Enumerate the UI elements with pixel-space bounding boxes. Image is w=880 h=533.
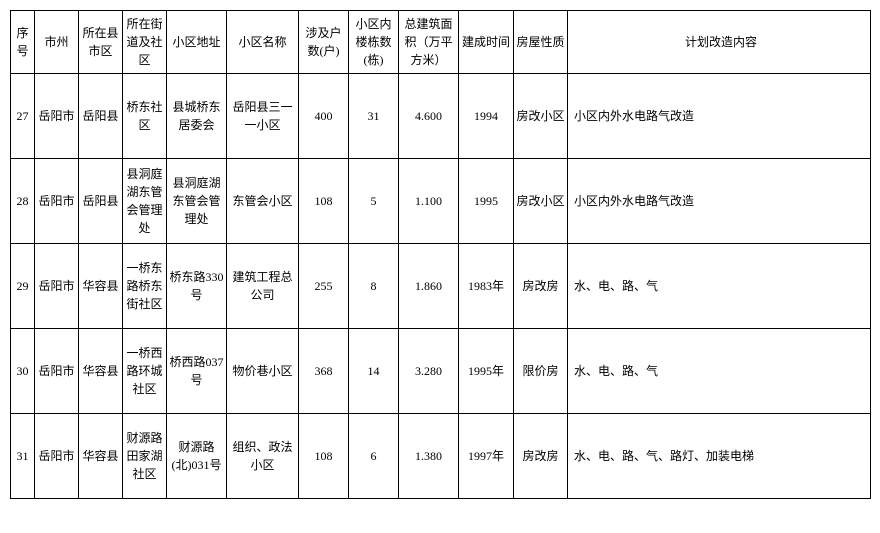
cell-addr: 县城桥东居委会 <box>167 74 227 159</box>
cell-year: 1994 <box>459 74 514 159</box>
cell-street: 一桥西路环城社区 <box>123 329 167 414</box>
cell-content: 水、电、路、气 <box>568 329 871 414</box>
col-header-county: 所在县市区 <box>79 11 123 74</box>
cell-households: 400 <box>299 74 349 159</box>
cell-addr: 桥西路037号 <box>167 329 227 414</box>
col-header-name: 小区名称 <box>227 11 299 74</box>
cell-street: 财源路田家湖社区 <box>123 414 167 499</box>
cell-buildings: 6 <box>349 414 399 499</box>
cell-name: 东管会小区 <box>227 159 299 244</box>
cell-area: 1.380 <box>399 414 459 499</box>
cell-seq: 27 <box>11 74 35 159</box>
cell-area: 3.280 <box>399 329 459 414</box>
cell-county: 华容县 <box>79 244 123 329</box>
cell-addr: 县洞庭湖东管会管理处 <box>167 159 227 244</box>
col-header-content: 计划改造内容 <box>568 11 871 74</box>
table-body: 27 岳阳市 岳阳县 桥东社区 县城桥东居委会 岳阳县三一一小区 400 31 … <box>11 74 871 499</box>
table-row: 31 岳阳市 华容县 财源路田家湖社区 财源路(北)031号 组织、政法小区 1… <box>11 414 871 499</box>
col-header-seq: 序号 <box>11 11 35 74</box>
col-header-households: 涉及户数(户) <box>299 11 349 74</box>
cell-city: 岳阳市 <box>35 159 79 244</box>
cell-year: 1995年 <box>459 329 514 414</box>
cell-households: 255 <box>299 244 349 329</box>
cell-street: 桥东社区 <box>123 74 167 159</box>
table-row: 29 岳阳市 华容县 一桥东路桥东街社区 桥东路330号 建筑工程总公司 255… <box>11 244 871 329</box>
col-header-buildings: 小区内楼栋数(栋) <box>349 11 399 74</box>
cell-seq: 31 <box>11 414 35 499</box>
cell-content: 小区内外水电路气改造 <box>568 74 871 159</box>
col-header-area: 总建筑面积（万平方米） <box>399 11 459 74</box>
cell-street: 县洞庭湖东管会管理处 <box>123 159 167 244</box>
cell-buildings: 14 <box>349 329 399 414</box>
cell-nature: 房改房 <box>514 244 568 329</box>
cell-buildings: 31 <box>349 74 399 159</box>
cell-area: 4.600 <box>399 74 459 159</box>
cell-street: 一桥东路桥东街社区 <box>123 244 167 329</box>
cell-name: 岳阳县三一一小区 <box>227 74 299 159</box>
table-header: 序号 市州 所在县市区 所在街道及社区 小区地址 小区名称 涉及户数(户) 小区… <box>11 11 871 74</box>
cell-year: 1997年 <box>459 414 514 499</box>
table-row: 27 岳阳市 岳阳县 桥东社区 县城桥东居委会 岳阳县三一一小区 400 31 … <box>11 74 871 159</box>
col-header-street: 所在街道及社区 <box>123 11 167 74</box>
cell-nature: 房改小区 <box>514 74 568 159</box>
cell-area: 1.100 <box>399 159 459 244</box>
cell-year: 1983年 <box>459 244 514 329</box>
table-row: 28 岳阳市 岳阳县 县洞庭湖东管会管理处 县洞庭湖东管会管理处 东管会小区 1… <box>11 159 871 244</box>
cell-area: 1.860 <box>399 244 459 329</box>
cell-addr: 财源路(北)031号 <box>167 414 227 499</box>
cell-name: 物价巷小区 <box>227 329 299 414</box>
cell-buildings: 8 <box>349 244 399 329</box>
cell-city: 岳阳市 <box>35 329 79 414</box>
cell-name: 组织、政法小区 <box>227 414 299 499</box>
cell-seq: 28 <box>11 159 35 244</box>
cell-addr: 桥东路330号 <box>167 244 227 329</box>
cell-name: 建筑工程总公司 <box>227 244 299 329</box>
cell-seq: 30 <box>11 329 35 414</box>
cell-buildings: 5 <box>349 159 399 244</box>
cell-city: 岳阳市 <box>35 414 79 499</box>
cell-nature: 限价房 <box>514 329 568 414</box>
cell-households: 368 <box>299 329 349 414</box>
cell-county: 岳阳县 <box>79 74 123 159</box>
header-row: 序号 市州 所在县市区 所在街道及社区 小区地址 小区名称 涉及户数(户) 小区… <box>11 11 871 74</box>
col-header-year: 建成时间 <box>459 11 514 74</box>
cell-nature: 房改小区 <box>514 159 568 244</box>
cell-city: 岳阳市 <box>35 74 79 159</box>
cell-content: 水、电、路、气 <box>568 244 871 329</box>
cell-county: 岳阳县 <box>79 159 123 244</box>
cell-content: 水、电、路、气、路灯、加装电梯 <box>568 414 871 499</box>
col-header-addr: 小区地址 <box>167 11 227 74</box>
table-row: 30 岳阳市 华容县 一桥西路环城社区 桥西路037号 物价巷小区 368 14… <box>11 329 871 414</box>
renovation-table: 序号 市州 所在县市区 所在街道及社区 小区地址 小区名称 涉及户数(户) 小区… <box>10 10 871 499</box>
cell-year: 1995 <box>459 159 514 244</box>
cell-content: 小区内外水电路气改造 <box>568 159 871 244</box>
cell-seq: 29 <box>11 244 35 329</box>
cell-city: 岳阳市 <box>35 244 79 329</box>
cell-households: 108 <box>299 159 349 244</box>
col-header-city: 市州 <box>35 11 79 74</box>
col-header-nature: 房屋性质 <box>514 11 568 74</box>
cell-county: 华容县 <box>79 414 123 499</box>
cell-county: 华容县 <box>79 329 123 414</box>
cell-households: 108 <box>299 414 349 499</box>
cell-nature: 房改房 <box>514 414 568 499</box>
